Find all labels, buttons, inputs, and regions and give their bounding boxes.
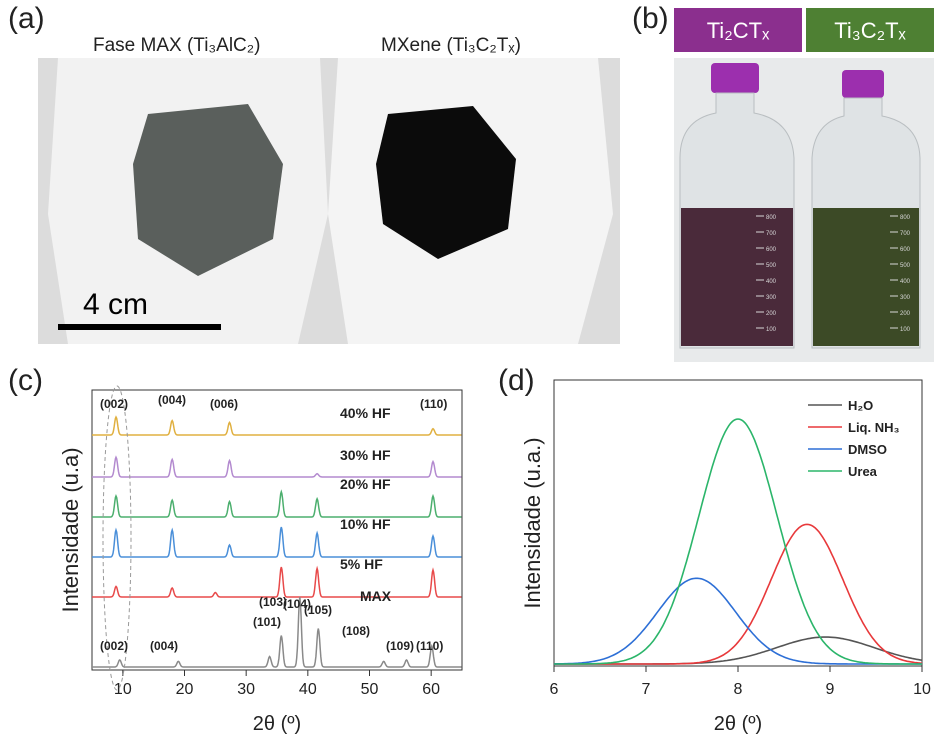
- panel-b-photo: Ti₂CTₓ Ti₃C₂Tₓ 100 100 200 200 300 300 400 400 5…: [674, 8, 934, 362]
- chart-c-series-label: MAX: [360, 588, 392, 604]
- chart-c-tick-label: 10: [114, 681, 132, 698]
- chart-d-tick-label: 7: [642, 681, 651, 698]
- chart-c-series-label: 30% HF: [340, 447, 391, 463]
- bottle-right-mark-label: 600: [900, 247, 911, 253]
- bottle-left-mark-label: 500: [766, 263, 777, 269]
- bottle-right-mark-label: 700: [900, 231, 911, 237]
- chart-c-top-peak-label: (004): [158, 393, 186, 407]
- chart-c-tick-label: 30: [237, 681, 255, 698]
- chart-c: 10 20 30 40 50 60 Intensidade (u.a) 2θ (º) 40…: [58, 385, 463, 735]
- chart-c-max-peak-label: (110): [416, 639, 443, 653]
- chart-c-top-peak-label: (002): [100, 397, 128, 411]
- chart-c-xlabel: 2θ (º): [253, 713, 301, 735]
- chart-d-tick-label: 8: [734, 681, 743, 698]
- chart-c-max-peak-label: (101): [253, 615, 281, 629]
- chart-c-max-peak-label: (108): [342, 624, 370, 638]
- bottle-right-mark-label: 500: [900, 263, 911, 269]
- chart-c-top-peak-label: (110): [420, 397, 447, 411]
- ti3c2tx-solution: [813, 208, 919, 346]
- chart-c-max-peak-label: (104): [283, 597, 311, 611]
- scale-bar-label: 4 cm: [83, 288, 148, 321]
- chart-c-series-label: 20% HF: [340, 476, 391, 492]
- bottle-right-mark-label: 800: [900, 215, 911, 221]
- bottle-left-mark-label: 300: [766, 295, 777, 301]
- chart-d-legend-label: Liq. NH₃: [848, 420, 900, 435]
- chart-d-xlabel: 2θ (º): [714, 713, 762, 735]
- panel-d-letter: (d): [498, 364, 535, 397]
- chart-c-series-label: 10% HF: [340, 516, 391, 532]
- chart-c-max-peak-label: (004): [150, 639, 178, 653]
- bottle-right-mark-label: 200: [900, 311, 911, 317]
- chart-d-legend-label: DMSO: [848, 442, 887, 457]
- label-max-phase: Fase MAX (Ti₃AlC₂): [93, 35, 260, 56]
- ti2ctx-tab: [674, 8, 802, 52]
- chart-c-highlight-ellipse: [102, 385, 132, 691]
- chart-c-labels: 40% HF 30% HF 20% HF 10% HF 5% HF MAX (002) (00…: [100, 393, 447, 653]
- chart-c-tick-label: 20: [176, 681, 194, 698]
- cap-right: [842, 70, 884, 98]
- chart-c-series-20-hf: [92, 489, 462, 518]
- chart-c-series-30-hf: [92, 455, 462, 478]
- ti3c2tx-tab: [806, 8, 934, 52]
- chart-d-series-dmso: [554, 577, 922, 665]
- chart-c-series-10-hf: [92, 526, 462, 558]
- bottle-right-mark-label: 400: [900, 279, 911, 285]
- chart-d-tick-label: 9: [826, 681, 835, 698]
- chart-d-tick-label: 10: [913, 681, 931, 698]
- chart-d: 6 7 8 9 10 Intensidade (u.a.) 2θ (º) H₂O Liq.…: [520, 379, 931, 735]
- chart-d-tick-label: 6: [550, 681, 559, 698]
- chart-c-max-peak-label: (105): [304, 603, 332, 617]
- panel-a-letter: (a): [8, 2, 45, 35]
- scale-bar: [58, 324, 221, 330]
- chart-d-series: [554, 418, 923, 665]
- ti3c2tx-label: Ti₃C₂Tₓ: [834, 18, 906, 43]
- ti2ctx-solution: [681, 208, 793, 346]
- bottle-graduation-marks: 100 100 200 200 300 300 400 400 500 500 600 600 700 7…: [756, 215, 911, 333]
- chart-c-max-peak-label: (103): [259, 595, 287, 609]
- chart-c-top-peak-label: (006): [210, 397, 238, 411]
- chart-c-series: [92, 415, 462, 668]
- bottle-left-mark-label: 200: [766, 311, 777, 317]
- chart-c-max-peak-label: (002): [100, 639, 128, 653]
- chart-d-ylabel: Intensidade (u.a.): [520, 437, 545, 608]
- bottle-left-mark-label: 600: [766, 247, 777, 253]
- max-phase-powder: [133, 104, 283, 276]
- chart-c-x-ticks: 10 20 30 40 50 60: [114, 670, 440, 698]
- chart-c-tick-label: 40: [299, 681, 317, 698]
- chart-d-x-ticks: 6 7 8 9 10: [550, 666, 931, 698]
- chart-c-series-max: [92, 596, 462, 668]
- chart-c-max-peak-label: (109): [386, 639, 414, 653]
- chart-c-series-label: 5% HF: [340, 556, 383, 572]
- label-mxene: MXene (Ti₃C₂Tₓ): [381, 35, 521, 56]
- panel-a-photo: Fase MAX (Ti₃AlC₂) MXene (Ti₃C₂Tₓ) 4 cm: [38, 35, 620, 344]
- bottle-right-mark-label: 100: [900, 327, 911, 333]
- chart-d-series-liq-nh-: [554, 523, 923, 665]
- chart-c-tick-label: 50: [361, 681, 379, 698]
- chart-d-series-urea: [554, 418, 922, 665]
- bottle-left-mark-label: 700: [766, 231, 777, 237]
- chart-c-series-5-hf: [92, 565, 462, 598]
- chart-d-legend-label: H₂O: [848, 398, 873, 413]
- chart-c-ylabel: Intensidade (u.a): [58, 447, 83, 612]
- bottle-left-mark-label: 100: [766, 327, 777, 333]
- chart-c-series-label: 40% HF: [340, 405, 391, 421]
- mxene-powder: [376, 106, 516, 259]
- bottle-left-mark-label: 400: [766, 279, 777, 285]
- ti2ctx-label: Ti₂CTₓ: [707, 18, 770, 43]
- bottle-left-mark-label: 800: [766, 215, 777, 221]
- chart-d-legend-label: Urea: [848, 464, 878, 479]
- chart-c-frame: [91, 389, 463, 671]
- chart-c-series-40-hf: [92, 415, 462, 436]
- panel-b-letter: (b): [632, 2, 669, 35]
- cap-left: [711, 63, 759, 93]
- panel-c-letter: (c): [8, 364, 43, 397]
- chart-d-legend: H₂O Liq. NH₃ DMSO Urea: [808, 398, 900, 479]
- bottle-right-mark-label: 300: [900, 295, 911, 301]
- chart-c-tick-label: 60: [422, 681, 440, 698]
